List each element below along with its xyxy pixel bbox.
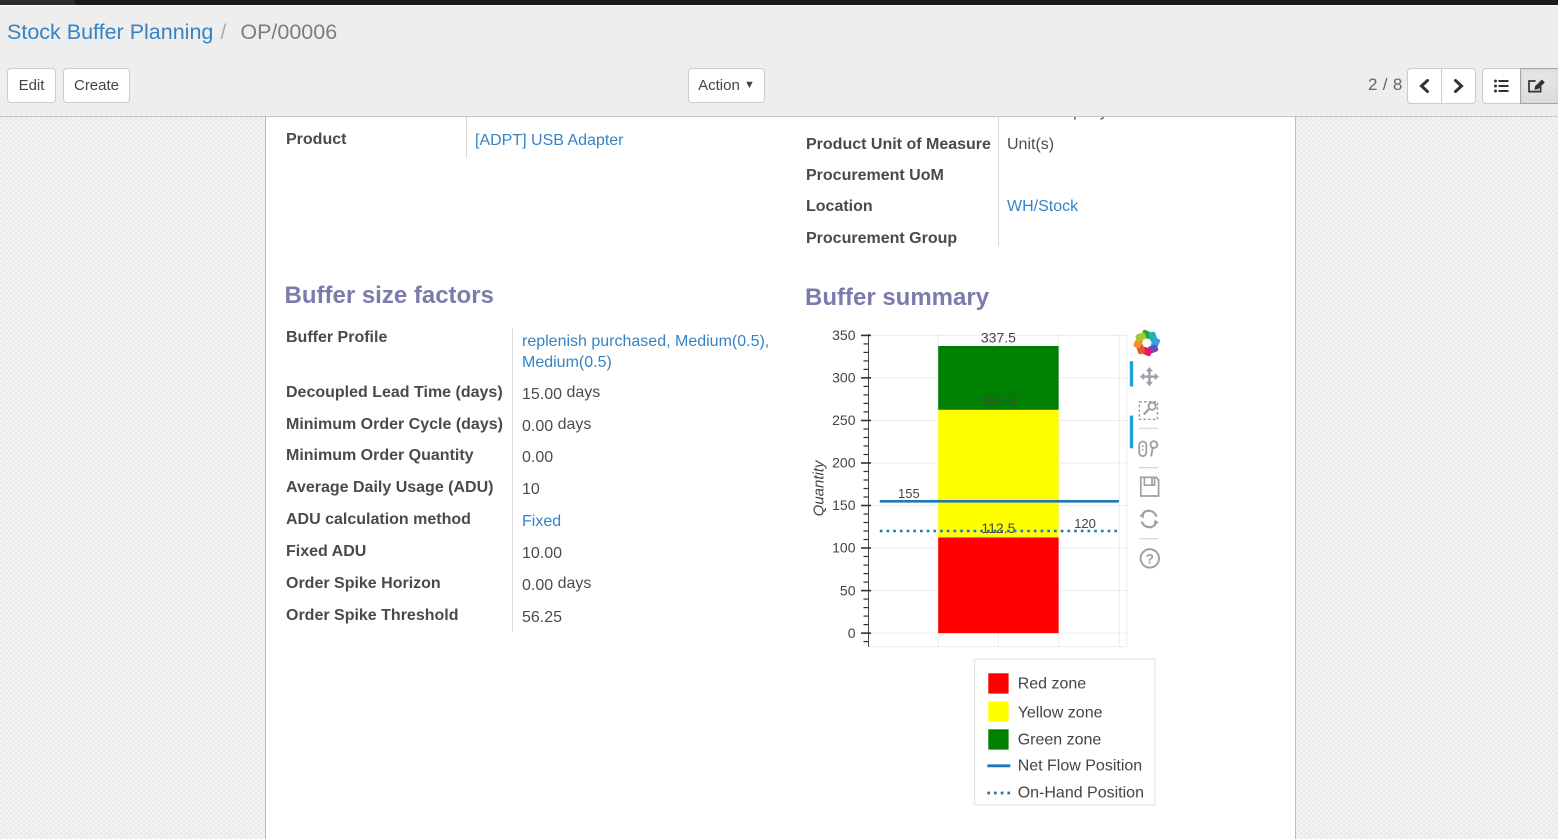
svg-text:?: ? (1146, 551, 1155, 567)
svg-text:200: 200 (832, 455, 856, 471)
svg-text:337.5: 337.5 (981, 329, 1016, 345)
svg-text:Red zone: Red zone (1018, 675, 1087, 692)
svg-text:120: 120 (1074, 516, 1096, 531)
svg-text:On-Hand Position: On-Hand Position (1018, 785, 1144, 802)
svg-text:100: 100 (832, 540, 856, 556)
svg-text:262.5: 262.5 (981, 393, 1016, 409)
svg-text:155: 155 (898, 486, 920, 501)
svg-text:112.5: 112.5 (981, 520, 1015, 536)
svg-text:250: 250 (832, 412, 856, 428)
svg-text:Yellow zone: Yellow zone (1018, 704, 1103, 721)
svg-text:150: 150 (832, 497, 856, 513)
svg-text:Net Flow Position: Net Flow Position (1018, 757, 1142, 774)
svg-text:0: 0 (848, 625, 856, 641)
svg-text:50: 50 (840, 582, 856, 598)
svg-text:350: 350 (832, 327, 856, 343)
svg-text:Green zone: Green zone (1018, 732, 1102, 749)
svg-text:300: 300 (832, 370, 856, 386)
svg-text:Quantity: Quantity (811, 459, 828, 516)
